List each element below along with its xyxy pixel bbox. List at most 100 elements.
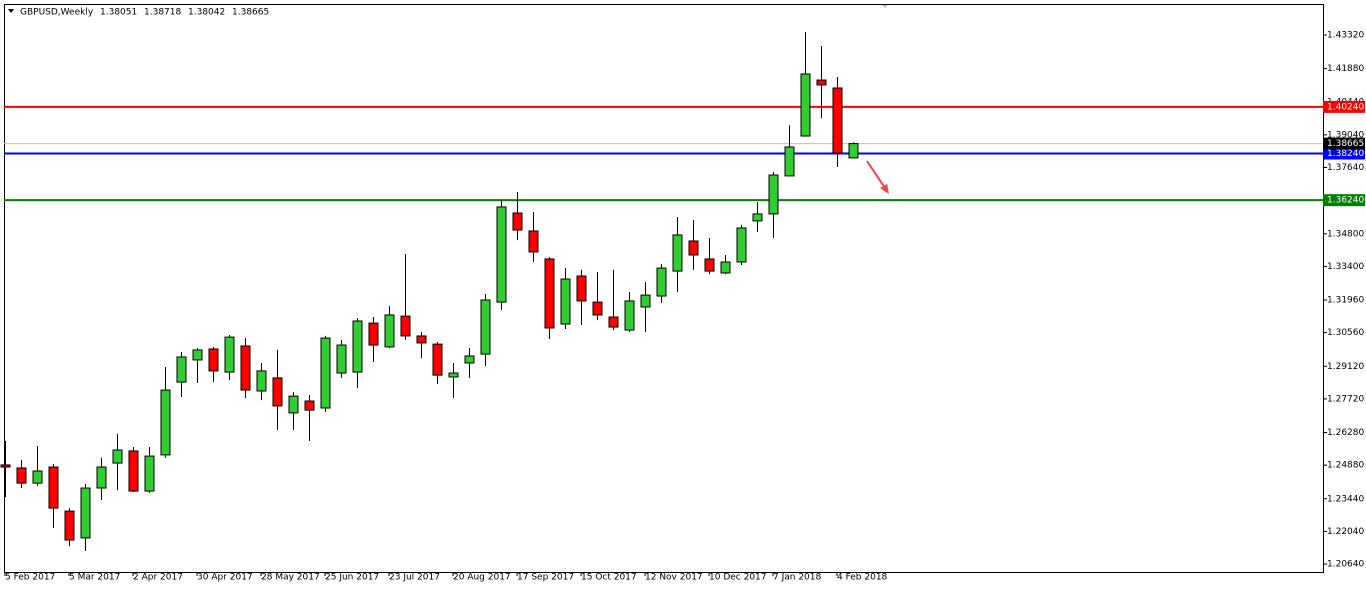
candle-body — [560, 278, 571, 325]
y-tick-label: 1.39040 — [1327, 130, 1364, 140]
candle-body — [832, 87, 843, 154]
level-label: 1.40240 — [1327, 102, 1364, 112]
candle-body — [720, 261, 731, 274]
arrow-head — [880, 184, 889, 194]
y-tick-label: 1.27720 — [1327, 394, 1364, 404]
x-tick-label: 17 Sep 2017 — [517, 573, 574, 583]
x-tick-label: 23 Jul 2017 — [389, 573, 440, 583]
candle-body — [432, 343, 443, 376]
candle-body — [752, 213, 763, 222]
candle-body — [128, 450, 139, 492]
candle-body — [144, 455, 155, 492]
y-tick-label: 1.23440 — [1327, 494, 1364, 504]
candle-body — [736, 227, 747, 263]
candle-body — [496, 206, 507, 303]
arrow-shaft — [866, 160, 886, 189]
candle-body — [176, 356, 187, 383]
candle-body — [848, 143, 859, 159]
x-tick-label: 28 May 2017 — [261, 573, 320, 583]
y-tick-label: 1.43320 — [1327, 31, 1364, 41]
chart-title: GBPUSD,Weekly — [20, 8, 94, 18]
candle-body — [192, 349, 203, 361]
candle-body — [64, 510, 75, 541]
x-tick-label: 5 Mar 2017 — [69, 573, 120, 583]
y-tick-label: 1.22040 — [1327, 527, 1364, 537]
level-label-box — [1323, 147, 1365, 160]
x-tick-label: 20 Aug 2017 — [453, 573, 511, 583]
y-tick-label: 1.30560 — [1327, 328, 1364, 338]
candle-body — [528, 230, 539, 253]
axis-group: 1.433201.418801.404401.390401.376401.362… — [4, 31, 1364, 583]
x-tick-label: 12 Nov 2017 — [645, 573, 703, 583]
candle-body — [640, 294, 651, 308]
menu-triangle[interactable] — [8, 9, 14, 13]
y-tick-label: 1.34800 — [1327, 229, 1364, 239]
candle-body — [592, 301, 603, 316]
candle-body — [208, 348, 219, 372]
candle-body — [608, 316, 619, 328]
y-tick-label: 1.29120 — [1327, 362, 1364, 372]
candle-body — [800, 73, 811, 137]
y-tick-label: 1.20640 — [1327, 560, 1364, 570]
x-tick-label: 10 Dec 2017 — [709, 573, 767, 583]
header-value: 1.38042 — [188, 8, 225, 18]
candle-body — [352, 320, 363, 373]
annotation-arrow — [866, 160, 889, 194]
current-price-label: 1.38665 — [1327, 139, 1364, 149]
candle-body — [80, 487, 91, 539]
header-value: 1.38718 — [144, 8, 181, 18]
candle-body — [512, 212, 523, 231]
candle-body — [336, 344, 347, 374]
candle-body — [320, 337, 331, 409]
x-tick-label: 25 Jun 2017 — [325, 573, 379, 583]
x-tick-label: 7 Jan 2018 — [773, 573, 821, 583]
candle-body — [16, 467, 27, 484]
label-group: 1.40240 1.38240 1.36240 1.38665 — [1323, 100, 1365, 207]
header-value: 1.38051 — [100, 8, 137, 18]
candle-body — [768, 174, 779, 215]
level-group — [4, 105, 1323, 202]
candle-body — [400, 315, 411, 337]
level-label-box — [1323, 100, 1365, 113]
y-tick-label: 1.37640 — [1327, 163, 1364, 173]
candle-body — [0, 464, 11, 468]
current-price-box — [1323, 137, 1365, 150]
level-label: 1.38240 — [1327, 149, 1364, 159]
y-tick-label: 1.31960 — [1327, 296, 1364, 306]
candle-body — [544, 258, 555, 329]
candle-body — [704, 258, 715, 272]
candle-body — [112, 449, 123, 464]
candle-body — [688, 240, 699, 256]
candle-body — [96, 466, 107, 489]
candle-body — [224, 336, 235, 373]
candle-body — [576, 275, 587, 302]
candle-body — [272, 377, 283, 407]
candle-body — [160, 389, 171, 456]
header-value: 1.38665 — [232, 8, 269, 18]
candle-body — [816, 79, 827, 86]
candle-body — [784, 146, 795, 177]
x-tick-label: 4 Feb 2018 — [837, 573, 888, 583]
candle-body — [480, 299, 491, 355]
level-label: 1.36240 — [1327, 196, 1364, 206]
shift-marker — [882, 5, 888, 8]
y-tick-label: 1.26280 — [1327, 428, 1364, 438]
x-tick-label: 5 Feb 2017 — [5, 573, 55, 583]
x-tick-label: 2 Apr 2017 — [133, 573, 183, 583]
x-tick-label: 15 Oct 2017 — [581, 573, 637, 583]
candle-body — [624, 300, 635, 331]
candle-body — [656, 267, 667, 297]
candle-body — [304, 400, 315, 411]
candle-group — [0, 31, 859, 552]
candle-body — [448, 372, 459, 378]
candle-body — [416, 335, 427, 344]
candle-body — [288, 395, 299, 414]
candle-body — [48, 466, 59, 509]
candle-body — [256, 370, 267, 392]
x-tick-label: 30 Apr 2017 — [197, 573, 253, 583]
candle-body — [464, 355, 475, 364]
candle-body — [240, 345, 251, 391]
candle-body — [32, 470, 43, 484]
y-tick-label: 1.24880 — [1327, 461, 1364, 471]
